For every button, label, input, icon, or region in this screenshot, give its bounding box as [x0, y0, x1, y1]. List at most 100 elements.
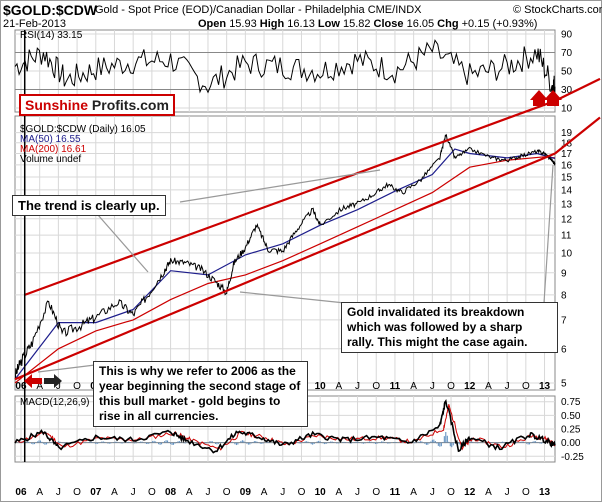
brand-box: Sunshine Profits.com — [19, 94, 175, 116]
chart-symbol: $GOLD:$CDW — [3, 2, 98, 18]
price-x-tick-label: A — [410, 381, 417, 392]
price-x-tick-label: O — [372, 381, 380, 392]
macd-x-tick-label: J — [355, 487, 360, 498]
channel-lower-extension — [554, 116, 601, 155]
macd-tick-label: -0.25 — [561, 452, 584, 463]
macd-tick-label: 0.50 — [561, 411, 581, 422]
price-tick-label: 7 — [561, 315, 567, 326]
price-legend: $GOLD:$CDW (Daily) 16.05 MA(50) 16.55 MA… — [20, 125, 146, 165]
macd-x-tick-label: O — [298, 487, 306, 498]
black-right-arrow — [44, 374, 62, 388]
red-up-arrow — [544, 90, 562, 106]
price-x-tick-label: 10 — [315, 381, 327, 392]
chart-date: 21-Feb-2013 — [3, 18, 66, 30]
macd-x-tick-label: J — [430, 487, 435, 498]
rsi-tick-label: 30 — [561, 85, 573, 96]
macd-x-tick-label: J — [56, 487, 61, 498]
channel-lower-line — [14, 152, 556, 381]
price-x-tick-label: 13 — [539, 381, 551, 392]
price-line — [14, 133, 556, 380]
open-value: 15.93 — [229, 18, 257, 30]
macd-x-tick-label: A — [36, 487, 43, 498]
close-label: Close — [373, 18, 404, 30]
red-left-arrow — [24, 374, 42, 388]
macd-tick-label: 0.75 — [561, 397, 581, 408]
price-x-tick-label: O — [73, 381, 81, 392]
macd-x-tick-label: O — [73, 487, 81, 498]
price-tick-label: 16 — [561, 160, 573, 171]
macd-x-tick-label: 07 — [90, 487, 102, 498]
macd-x-tick-label: 08 — [165, 487, 177, 498]
price-tick-label: 8 — [561, 290, 567, 301]
price-x-tick-label: J — [430, 381, 435, 392]
trend-connector-2 — [179, 169, 381, 203]
macd-x-tick-label: A — [261, 487, 268, 498]
macd-x-tick-label: O — [148, 487, 156, 498]
macd-x-tick-label: A — [186, 487, 193, 498]
macd-x-tick-label: 06 — [15, 487, 27, 498]
rsi-title: RSI(14) 33.15 — [20, 30, 83, 41]
chart-series — [14, 39, 556, 454]
price-x-tick-label: J — [505, 381, 510, 392]
price-tick-label: 9 — [561, 268, 567, 279]
price-tick-label: 19 — [561, 128, 573, 139]
price-tick-label: 11 — [561, 231, 572, 242]
price-x-tick-label: O — [447, 381, 455, 392]
invalidation-connector-2 — [542, 164, 554, 319]
price-x-tick-label: J — [355, 381, 360, 392]
rsi-tick-label: 70 — [561, 48, 573, 59]
price-tick-label: 14 — [561, 185, 573, 196]
why2006-connector — [37, 364, 96, 373]
price-tick-label: 13 — [561, 199, 573, 210]
exchange-text: CME/INDX — [367, 4, 422, 16]
description-text: Gold - Spot Price (EOD)/Canadian Dollar … — [95, 4, 365, 16]
low-value: 15.82 — [342, 18, 371, 30]
macd-x-tick-label: O — [447, 487, 455, 498]
macd-line — [14, 399, 556, 454]
annotation-invalidation: Gold invalidated its breakdown which was… — [341, 302, 558, 353]
macd-tick-label: 0.00 — [561, 438, 581, 449]
price-x-tick-label: O — [522, 381, 530, 392]
rsi-tick-label: 90 — [561, 30, 573, 41]
price-x-tick-label: A — [336, 381, 343, 392]
copyright: © StockCharts.com — [513, 4, 602, 16]
macd-x-tick-label: J — [505, 487, 510, 498]
trend-connector-1 — [97, 214, 149, 273]
close-value: 16.05 — [406, 18, 435, 30]
legend-volume: Volume undef — [20, 154, 82, 165]
macd-title: MACD(12,26,9) — [20, 397, 90, 408]
brand-part1: Sunshine — [25, 97, 89, 113]
price-tick-label: 17 — [561, 149, 573, 160]
open-label: Open — [198, 18, 227, 30]
high-value: 16.13 — [287, 18, 315, 30]
legend-price: $GOLD:$CDW (Daily) 16.05 — [20, 124, 146, 135]
legend-ma200: MA(200) 16.61 — [20, 144, 87, 155]
macd-x-tick-label: A — [111, 487, 118, 498]
macd-x-tick-label: 13 — [539, 487, 551, 498]
macd-x-tick-label: J — [280, 487, 285, 498]
price-x-tick-label: A — [485, 381, 492, 392]
price-tick-label: 12 — [561, 214, 573, 225]
price-tick-label: 10 — [561, 249, 573, 260]
rsi-tick-label: 50 — [561, 67, 573, 78]
chg-label: Chg — [437, 18, 459, 30]
macd-x-tick-label: A — [336, 487, 343, 498]
macd-x-tick-label: 10 — [315, 487, 327, 498]
price-tick-label: 5 — [561, 379, 567, 390]
high-label: High — [259, 18, 285, 30]
macd-x-tick-label: O — [223, 487, 231, 498]
rsi-tick-label: 10 — [561, 104, 573, 115]
chart-description: Gold - Spot Price (EOD)/Canadian Dollar … — [95, 4, 421, 16]
ohlc-readout: Open 15.93 High 16.13 Low 15.82 Close 16… — [198, 18, 537, 30]
price-x-tick-label: J — [56, 381, 61, 392]
price-tick-label: 15 — [561, 172, 573, 183]
annotation-2006: This is why we refer to 2006 as the year… — [93, 361, 308, 427]
chg-value: +0.15 (+0.93%) — [461, 18, 538, 30]
macd-x-tick-label: A — [485, 487, 492, 498]
macd-x-tick-label: O — [522, 487, 530, 498]
price-x-tick-label: 11 — [390, 381, 401, 392]
macd-x-tick-label: O — [372, 487, 380, 498]
channel-upper-line — [24, 99, 556, 296]
low-label: Low — [317, 18, 340, 30]
red-up-arrow — [530, 90, 548, 106]
